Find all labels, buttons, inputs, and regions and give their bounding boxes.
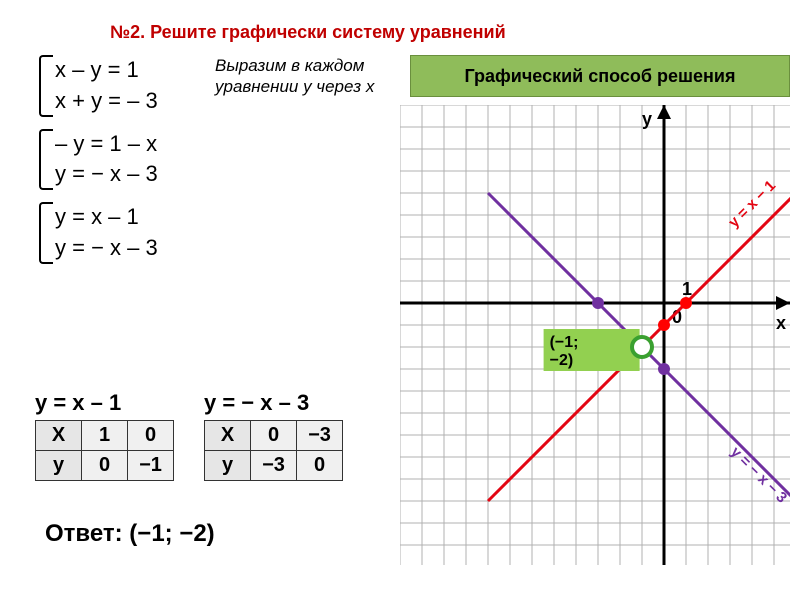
cell: 1 [82,421,128,451]
bracket-icon [39,129,53,191]
cell: −3 [251,451,297,481]
answer-text: Ответ: (−1; −2) [45,520,215,548]
table: X 1 0 y 0 −1 [35,420,174,481]
method-banner: Графический способ решения [410,55,790,97]
table: X 0 −3 y −3 0 [204,420,343,481]
svg-text:x: x [776,313,786,333]
method-banner-label: Графический способ решения [465,66,736,87]
eq-block-2: – y = 1 – x y = − x – 3 [55,129,405,191]
cell: −1 [128,451,174,481]
cell: 0 [82,451,128,481]
eq-line: y = x – 1 [55,202,405,233]
tables-row: y = x – 1 X 1 0 y 0 −1 y = − x – 3 X 0 −… [35,390,343,481]
svg-text:y = − x − 3: y = − x − 3 [727,443,790,506]
eq-line: y = − x – 3 [55,159,405,190]
table-1: y = x – 1 X 1 0 y 0 −1 [35,390,174,481]
bracket-icon [39,55,53,117]
coordinate-graph: xy01y = x − 1y = − x − 3(−1;−2) [400,105,790,565]
cell: 0 [297,451,343,481]
cell: y [205,451,251,481]
table-heading: y = − x – 3 [204,390,343,416]
page-title: №2. Решите графически систему уравнений [110,22,506,43]
cell: −3 [297,421,343,451]
eq-block-3: y = x – 1 y = − x – 3 [55,202,405,264]
eq-line: y = − x – 3 [55,233,405,264]
svg-text:−2): −2) [550,352,574,369]
cell: X [36,421,82,451]
cell: y [36,451,82,481]
table-heading: y = x – 1 [35,390,174,416]
hint-text: Выразим в каждом уравнении у через х [215,55,375,98]
cell: X [205,421,251,451]
eq-line: – y = 1 – x [55,129,405,160]
cell: 0 [128,421,174,451]
cell: 0 [251,421,297,451]
svg-text:(−1;: (−1; [550,334,579,351]
svg-text:1: 1 [682,279,692,299]
bracket-icon [39,202,53,264]
svg-text:y: y [642,109,652,129]
table-2: y = − x – 3 X 0 −3 y −3 0 [204,390,343,481]
